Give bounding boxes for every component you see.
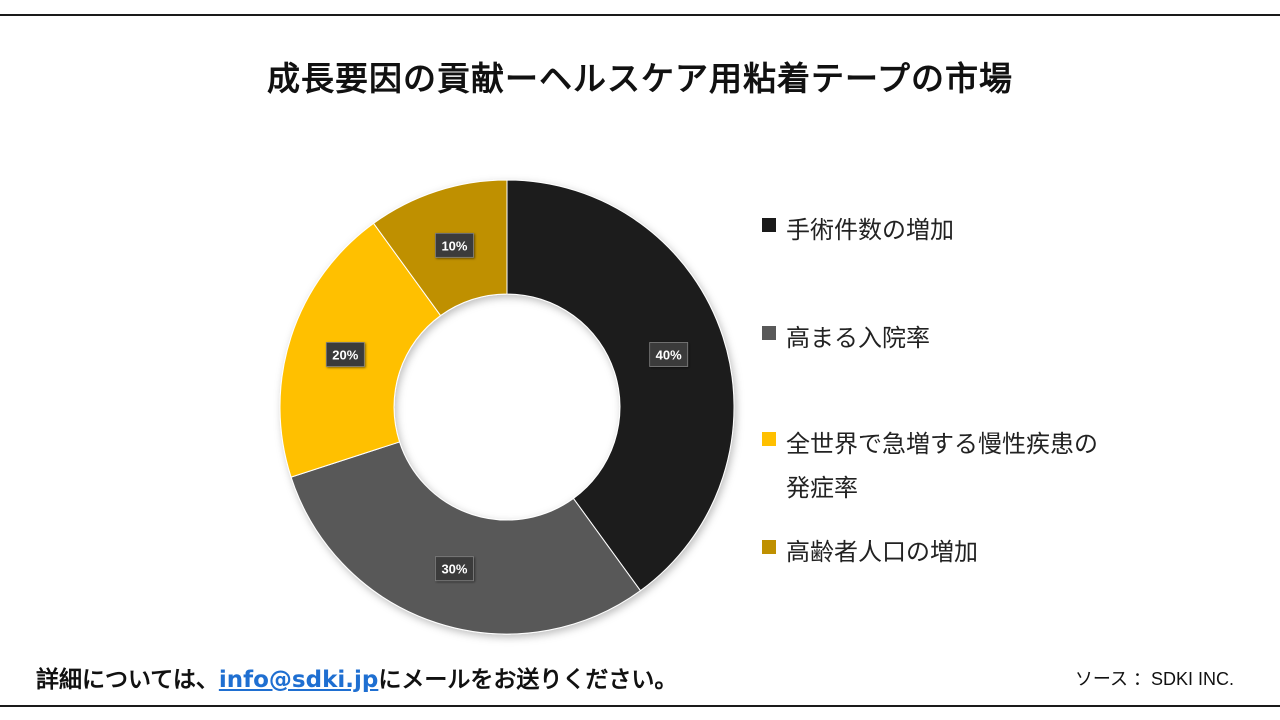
legend-swatch	[762, 540, 776, 554]
legend-swatch	[762, 218, 776, 232]
bottom-rule	[0, 705, 1280, 707]
contact-suffix: にメールをお送りください。	[378, 667, 678, 693]
chart-title: 成長要因の貢献ーヘルスケア用粘着テープの市場	[266, 59, 1014, 98]
legend-item-hospitalization: 高まる入院率	[762, 316, 1156, 360]
contact-note: 詳細については、info@sdki.jpにメールをお送りください。	[36, 660, 677, 694]
slice-hospitalization	[290, 441, 642, 635]
legend-swatch	[762, 432, 776, 446]
legend-label: 高齢者人口の増加	[786, 538, 978, 566]
legend-item-surgeries: 手術件数の増加	[762, 208, 1156, 252]
slice-data-label: 10%	[435, 232, 474, 258]
legend-swatch	[762, 326, 776, 340]
legend-item-chronic-disease: 全世界で急増する慢性疾患の 発症率	[762, 422, 1156, 510]
legend-label: 全世界で急増する慢性疾患の 発症率	[786, 430, 1098, 502]
email-link[interactable]: info@sdki.jp	[218, 667, 379, 693]
slice-surgeries	[506, 179, 735, 592]
slice-data-label: 30%	[435, 556, 474, 582]
slice-data-label: 20%	[325, 342, 365, 367]
donut-chart: 40% 30% 20% 10%	[279, 179, 735, 635]
contact-prefix: 詳細については、	[36, 667, 219, 693]
source-note: ソース ：SDKI INC.	[1074, 669, 1234, 689]
top-rule	[0, 14, 1280, 16]
legend-item-elderly-population: 高齢者人口の増加	[762, 530, 1156, 574]
slice-label-text: 40%	[656, 347, 682, 362]
slice-label-text: 30%	[441, 562, 467, 577]
slice-label-text: 20%	[332, 347, 358, 362]
legend-label: 手術件数の増加	[786, 216, 954, 244]
legend-label: 高まる入院率	[786, 324, 930, 352]
slice-data-label: 40%	[649, 342, 689, 367]
slice-label-text: 10%	[441, 238, 467, 253]
